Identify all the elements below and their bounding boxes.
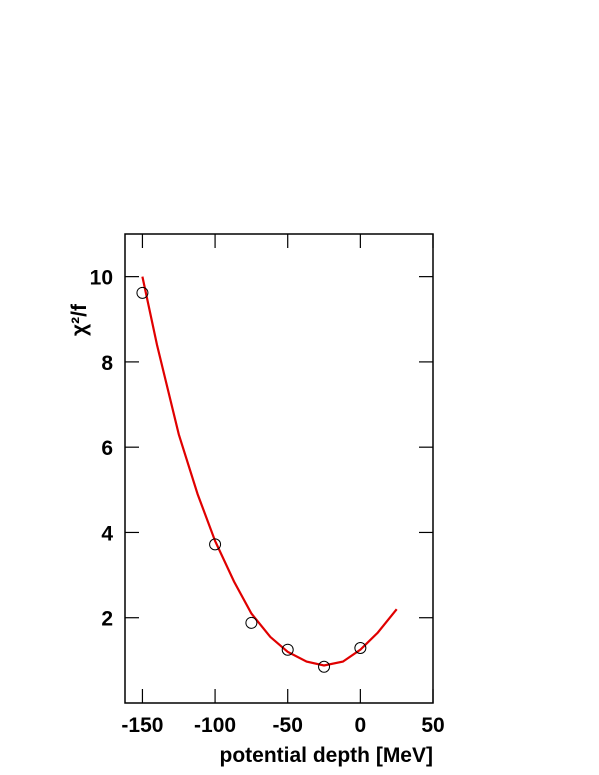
y-tick-label: 6 [101,437,113,460]
x-tick-label: -100 [194,714,236,737]
x-tick-label: -50 [273,714,303,737]
y-tick-label: 2 [101,608,113,631]
data-point [245,616,258,629]
plot-frame [124,233,434,704]
fit-curve [141,276,398,667]
data-point [318,660,331,673]
x-axis-label: potential depth [MeV] [220,744,434,767]
y-tick-label: 8 [101,352,113,375]
x-tick-label: 50 [421,714,444,737]
x-tick-label: -150 [121,714,163,737]
data-point [136,286,149,299]
y-tick-label: 4 [101,522,113,545]
x-tick-label: 0 [355,714,367,737]
y-tick-label: 10 [90,267,113,290]
data-point [209,538,222,551]
data-point [281,643,294,656]
data-point [354,641,367,654]
y-axis-label: χ²/f [68,303,91,336]
